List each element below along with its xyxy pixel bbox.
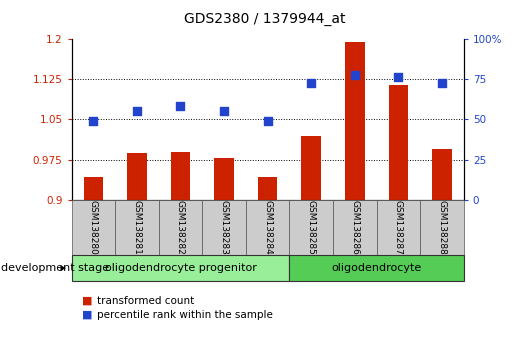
Text: GSM138285: GSM138285 (307, 200, 316, 255)
Bar (345, 42, 365, 200)
Point (438, 80, 446, 86)
Text: GSM138286: GSM138286 (350, 200, 359, 255)
Point (394, 74, 403, 79)
Text: oligodendrocyte progenitor: oligodendrocyte progenitor (104, 263, 257, 273)
Bar (214, 158, 234, 200)
Point (307, 80, 315, 86)
Text: ■: ■ (82, 296, 93, 306)
Bar (388, 85, 408, 200)
Point (263, 118, 272, 124)
Bar (258, 177, 278, 200)
Bar (84, 177, 103, 200)
Point (220, 109, 228, 114)
Text: GSM138288: GSM138288 (437, 200, 446, 255)
Point (350, 73, 359, 78)
Text: development stage: development stage (1, 263, 109, 273)
Text: GSM138280: GSM138280 (89, 200, 98, 255)
Text: transformed count: transformed count (97, 296, 194, 306)
Text: ■: ■ (82, 310, 93, 320)
Bar (432, 149, 452, 200)
Text: GSM138281: GSM138281 (132, 200, 142, 255)
Text: GSM138284: GSM138284 (263, 200, 272, 255)
Point (132, 109, 141, 114)
Point (89, 118, 98, 124)
Point (176, 103, 185, 109)
Text: GSM138282: GSM138282 (176, 200, 185, 255)
Bar (171, 152, 190, 200)
Bar (302, 136, 321, 200)
Text: oligodendrocyte: oligodendrocyte (331, 263, 422, 273)
Text: GDS2380 / 1379944_at: GDS2380 / 1379944_at (184, 12, 346, 27)
Bar (127, 153, 147, 200)
Text: GSM138283: GSM138283 (219, 200, 228, 255)
Text: percentile rank within the sample: percentile rank within the sample (97, 310, 273, 320)
Text: GSM138287: GSM138287 (394, 200, 403, 255)
